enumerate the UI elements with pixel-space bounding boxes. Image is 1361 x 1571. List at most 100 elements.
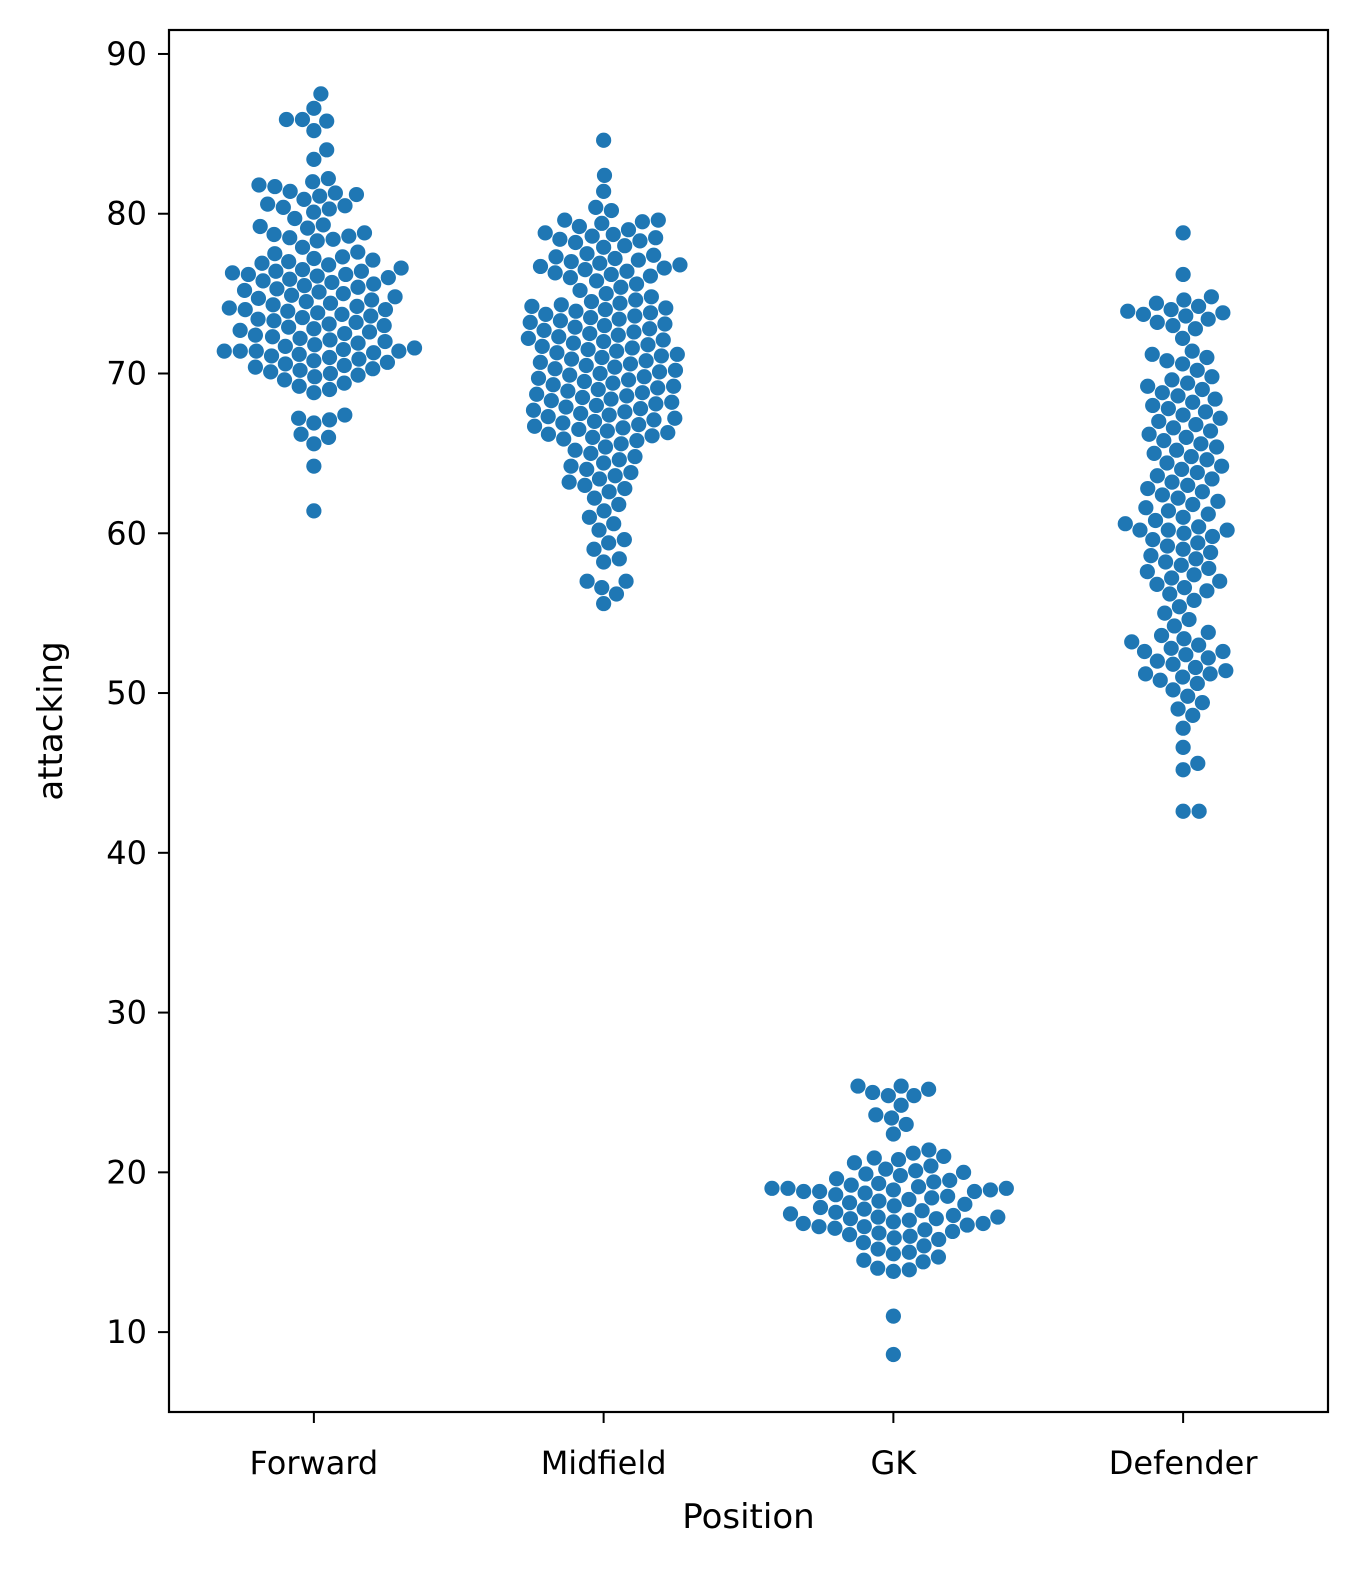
data-point [247,359,264,375]
data-point [294,111,311,128]
data-point [858,1166,874,1182]
data-point [601,535,617,551]
data-point [1207,391,1223,407]
x-axis-label: Position [682,1497,814,1537]
data-point [658,300,674,316]
data-point [321,316,337,332]
data-point [291,346,307,362]
data-point [1173,557,1189,573]
data-point [1165,682,1181,698]
data-point [764,1180,780,1196]
data-point [341,228,357,244]
data-point [611,452,627,468]
data-point [596,455,612,471]
data-point [612,295,628,311]
data-point [855,1235,872,1251]
data-point [1187,659,1204,676]
data-point [294,239,311,255]
x-tick-label: Midfield [541,1444,667,1482]
data-point [843,1177,859,1193]
data-point [1175,225,1191,241]
data-point [1174,330,1191,346]
data-point [578,357,594,374]
data-point [263,364,279,380]
data-point [1154,487,1170,503]
data-point [321,201,337,217]
data-point [885,1182,901,1198]
data-point [607,468,623,484]
x-tick-label: Defender [1109,1444,1259,1482]
data-point [312,188,328,204]
data-point [931,1231,947,1248]
data-point [1164,372,1180,388]
data-point [856,1201,872,1217]
data-point [796,1183,812,1200]
data-point [1175,541,1191,557]
data-point [650,212,666,228]
data-point [1146,445,1162,461]
data-point [590,381,606,398]
data-point [982,1182,999,1198]
data-point [910,1179,927,1195]
data-point [1201,560,1217,577]
data-point [1163,302,1179,318]
data-point [921,1142,937,1158]
data-point [892,1167,908,1184]
data-point [264,329,281,345]
data-point [893,1097,909,1113]
data-point [319,142,335,158]
data-point [1174,461,1190,477]
data-point [1180,375,1196,391]
data-point [277,338,293,354]
data-point [597,302,613,318]
data-point [597,439,614,455]
data-point [387,289,403,305]
data-point [334,306,350,322]
data-point [1165,656,1181,672]
data-point [309,233,325,249]
data-point [607,359,623,375]
data-point [268,263,284,279]
data-point [292,330,308,346]
data-point [265,297,281,313]
data-point [1174,356,1191,372]
data-point [1187,321,1203,337]
data-point [620,372,637,388]
data-point [871,1175,887,1192]
data-point [563,254,579,270]
data-point [306,415,322,431]
data-point [1136,643,1153,660]
data-point [944,1223,961,1240]
data-point [377,333,393,350]
data-point [660,425,676,441]
data-point [580,341,596,358]
data-point [287,210,303,227]
data-point [322,295,339,311]
data-point [277,356,293,372]
data-point [1169,442,1185,458]
data-point [351,351,367,367]
data-point [581,509,598,525]
data-point [1190,535,1206,551]
data-point [1208,439,1225,455]
data-point [1143,548,1159,564]
data-point [236,282,253,299]
data-point [582,325,598,342]
y-axis-label: attacking [31,641,71,800]
data-point [1204,369,1220,385]
data-point [365,252,381,268]
data-point [549,345,565,361]
data-point [524,298,540,314]
data-point [350,279,366,295]
data-point [606,516,622,532]
data-point [1200,650,1216,666]
data-point [1189,464,1205,481]
data-point [250,311,266,327]
data-point [642,321,658,337]
data-point [1210,493,1226,509]
y-tick-label: 80 [106,195,147,233]
data-point [1175,509,1191,525]
data-point [1124,634,1140,650]
data-point [588,397,604,414]
data-point [281,319,297,335]
